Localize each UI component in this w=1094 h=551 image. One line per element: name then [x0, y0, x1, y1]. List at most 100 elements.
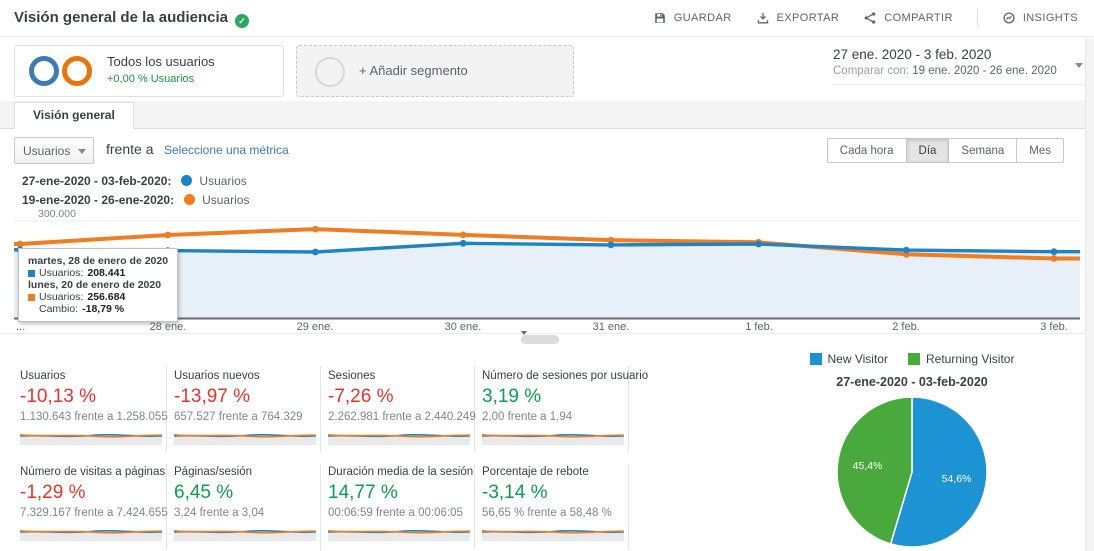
card-separator	[166, 366, 167, 452]
x-axis-label: ...	[16, 321, 26, 333]
card-separator	[474, 464, 475, 550]
scorecard-percent: -10,13 %	[20, 386, 97, 407]
tooltip-current-date: martes, 28 de enero de 2020	[28, 255, 169, 267]
page-title: Visión general de la audiencia ✓	[14, 9, 249, 28]
metric-dropdown[interactable]: Usuarios	[14, 137, 94, 164]
chart-tooltip: martes, 28 de enero de 2020 Usuarios: 20…	[18, 248, 179, 322]
share-button[interactable]: COMPARTIR	[863, 11, 953, 25]
scorecard-compare: 657.527 frente a 764.329	[174, 411, 303, 423]
save-button[interactable]: GUARDAR	[653, 11, 732, 25]
tab-bar: Visión general	[0, 101, 1094, 129]
data-point[interactable]	[755, 240, 762, 248]
date-range-text: 27 ene. 2020 - 3 feb. 2020	[833, 47, 992, 62]
trend-line-compare	[14, 227, 1080, 261]
data-point[interactable]	[16, 240, 24, 248]
date-compare-range: 19 ene. 2020 - 26 ene. 2020	[912, 65, 1057, 77]
scorecard-paginas-sesion[interactable]: Páginas/sesión 6,45 % 3,24 frente a 3,04	[173, 466, 318, 542]
scorecard-compare: 3,24 frente a 3,04	[174, 507, 265, 519]
scorecard-percent: 3,19 %	[482, 386, 542, 407]
scorecard-title: Porcentaje de rebote	[482, 466, 589, 478]
legend-metric-current: Usuarios	[199, 173, 247, 188]
sparkline	[481, 428, 625, 446]
tooltip-change-value: -18,79 %	[82, 303, 125, 315]
data-point[interactable]	[312, 225, 319, 233]
pie-legend-returning-visitor: Returning Visitor	[907, 352, 1015, 366]
granularity-month-button[interactable]: Mes	[1017, 138, 1064, 163]
insights-button[interactable]: INSIGHTS	[1002, 11, 1078, 25]
data-point[interactable]	[902, 246, 910, 254]
data-point[interactable]	[1050, 248, 1058, 256]
save-icon	[654, 13, 665, 23]
legend-metric-compare: Usuarios	[202, 192, 250, 207]
sparkline	[19, 428, 163, 446]
granularity-hour-button[interactable]: Cada hora	[826, 138, 907, 163]
trend-points-compare	[16, 225, 1058, 262]
granularity-day-button[interactable]: Día	[906, 138, 950, 163]
scorecard-usuarios[interactable]: Usuarios -10,13 % 1.130.643 frente a 1.2…	[19, 370, 168, 446]
scorecard-rebote[interactable]: Porcentaje de rebote -3,14 % 56,65 % fre…	[481, 466, 626, 542]
pie-legend-label: Returning Visitor	[925, 352, 1015, 366]
sparkline	[327, 524, 471, 542]
card-separator	[320, 366, 321, 452]
data-point[interactable]	[164, 231, 172, 239]
sparkline	[327, 428, 471, 446]
data-point[interactable]	[607, 241, 615, 249]
chevron-down-icon	[78, 149, 86, 154]
scorecard-usuarios-nuevos[interactable]: Usuarios nuevos -13,97 % 657.527 frente …	[173, 370, 318, 446]
legend-dot-orange-icon	[184, 194, 196, 205]
scorecards-grid: Usuarios -10,13 % 1.130.643 frente a 1.2…	[14, 366, 649, 551]
scorecard-compare: 7.329.167 frente a 7.424.655	[20, 507, 168, 519]
y-axis-tick-label: 300.000	[38, 208, 76, 220]
scorecard-percent: 14,77 %	[328, 482, 398, 503]
chart-divider	[0, 333, 1094, 334]
data-point[interactable]	[312, 248, 319, 256]
scorecard-duracion-sesion[interactable]: Duración media de la sesión 14,77 % 00:0…	[327, 466, 473, 542]
export-button[interactable]: EXPORTAR	[756, 11, 840, 25]
segment-all-users[interactable]: Todos los usuarios +0,00 % Usuarios	[14, 45, 284, 97]
legend-square-green-icon	[907, 353, 920, 365]
pie-slice-new-visitor[interactable]	[889, 396, 988, 548]
date-range-picker[interactable]: 27 ene. 2020 - 3 feb. 2020 Comparar con:…	[833, 47, 1087, 85]
header-bar: Visión general de la audiencia ✓ GUARDAR …	[0, 0, 1094, 37]
page-title-text: Visión general de la audiencia	[14, 9, 228, 26]
scorecard-sesiones[interactable]: Sesiones -7,26 % 2.262.981 frente a 2.44…	[327, 370, 476, 446]
granularity-week-button[interactable]: Semana	[949, 138, 1018, 163]
add-segment-label: + Añadir segmento	[359, 63, 468, 78]
scorecard-visitas-paginas[interactable]: Número de visitas a páginas -1,29 % 7.32…	[19, 466, 168, 542]
data-point[interactable]	[459, 239, 467, 247]
card-separator	[628, 464, 629, 550]
scorecard-title: Número de sesiones por usuario	[482, 370, 649, 382]
share-label: COMPARTIR	[884, 12, 953, 24]
chart-collapse-handle[interactable]	[521, 331, 559, 352]
x-axis-label: 3 feb.	[1040, 321, 1068, 333]
vertical-scrollbar[interactable]	[1085, 38, 1094, 551]
scorecard-percent: -13,97 %	[174, 386, 251, 407]
data-point[interactable]	[1050, 255, 1058, 262]
scorecard-percent: -1,29 %	[20, 482, 86, 503]
save-label: GUARDAR	[673, 12, 732, 24]
segment-ring-blue-icon	[29, 56, 59, 86]
pie-slice-returning-visitor[interactable]	[836, 396, 913, 545]
header-divider	[976, 9, 978, 27]
add-segment-circle-icon	[315, 57, 345, 87]
chart-legend: 27-ene-2020 - 03-feb-2020: Usuarios 19-e…	[22, 171, 249, 209]
scorecard-sesiones-por-usuario[interactable]: Número de sesiones por usuario 3,19 % 2,…	[481, 370, 649, 446]
segment-title: Todos los usuarios	[107, 54, 215, 69]
data-point[interactable]	[607, 236, 615, 244]
scorecard-title: Usuarios nuevos	[174, 370, 260, 382]
header-actions: GUARDAR EXPORTAR COMPARTIR INSIGHTS	[653, 0, 1078, 36]
tab-overview[interactable]: Visión general	[14, 102, 134, 129]
vs-label: frente a	[106, 141, 154, 157]
scorecard-compare: 56,65 % frente a 58,48 %	[482, 507, 612, 519]
pie-legend-label: New Visitor	[827, 352, 888, 366]
data-point[interactable]	[459, 231, 467, 239]
tooltip-change-row: Cambio: -18,79 %	[28, 303, 168, 315]
scorecard-title: Usuarios	[20, 370, 66, 382]
trend-chart[interactable]: 300.000	[14, 205, 1080, 321]
tooltip-current-value: 208.441	[87, 267, 126, 279]
export-icon	[757, 12, 768, 24]
add-segment-button[interactable]: + Añadir segmento	[296, 45, 574, 97]
pie-slice-label: 45,4%	[853, 460, 883, 472]
select-metric-link[interactable]: Seleccione una métrica	[164, 143, 289, 157]
x-axis-label: 1 feb.	[745, 321, 773, 333]
